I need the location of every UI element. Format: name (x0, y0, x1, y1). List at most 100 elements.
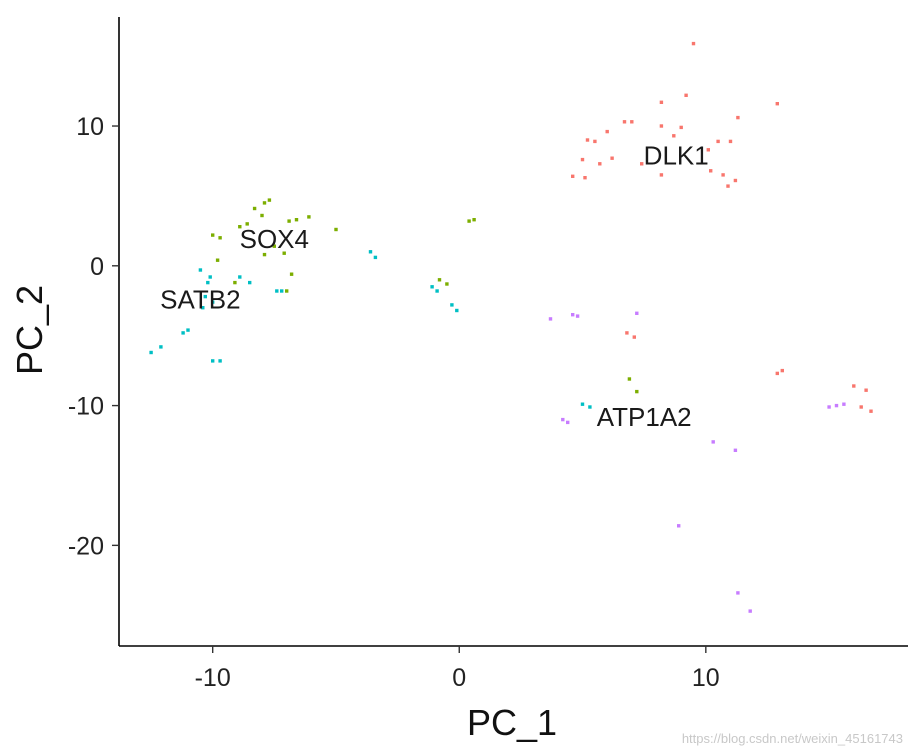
data-point-s2-25 (635, 389, 639, 394)
data-point-s2-16 (262, 252, 267, 257)
data-point-s1-31 (780, 368, 784, 373)
data-point-s2-14 (218, 236, 222, 240)
x-tick-label: 10 (692, 664, 720, 692)
data-point-s1-19 (640, 162, 644, 166)
y-tick-label: 0 (90, 253, 104, 281)
data-point-s1-33 (864, 388, 868, 392)
axes-layer: -10 0 10 10 0 -10 -20 (68, 17, 908, 692)
data-point-s1-34 (859, 405, 863, 409)
data-point-s3-5 (238, 275, 242, 279)
data-point-s4-13 (834, 403, 839, 408)
data-point-s4-4 (635, 311, 639, 315)
data-point-s3-4 (208, 275, 212, 279)
data-point-s3-15 (450, 303, 454, 307)
data-point-s2-12 (472, 218, 476, 222)
data-point-s1-28 (625, 331, 629, 335)
data-point-s2-3 (252, 206, 257, 211)
data-point-s3-16 (455, 308, 459, 313)
data-point-s3-9 (280, 289, 284, 293)
data-point-s3-21 (211, 359, 215, 363)
data-point-s1-17 (580, 157, 585, 162)
data-point-s3-1 (368, 250, 373, 254)
y-axis-title: PC_2 (9, 285, 50, 375)
point-label-dlk1: DLK1 (644, 140, 709, 170)
data-point-s2-13 (211, 233, 215, 237)
data-point-s1-26 (733, 178, 738, 183)
data-point-s2-20 (437, 278, 442, 282)
data-point-s3-24 (588, 405, 592, 409)
data-point-s4-9 (677, 524, 681, 528)
data-point-s4-10 (736, 591, 740, 595)
data-point-s1-15 (728, 139, 733, 144)
data-point-s1-18 (598, 162, 602, 166)
data-point-s2-4 (260, 213, 264, 218)
data-point-s1-20 (610, 156, 614, 160)
data-point-s1-9 (736, 115, 740, 120)
data-point-s1-8 (679, 125, 683, 130)
data-point-s2-1 (267, 198, 272, 202)
data-point-s2-15 (272, 244, 276, 248)
data-point-s3-6 (248, 280, 252, 285)
data-point-s2-8 (245, 222, 249, 226)
data-point-s2-22 (233, 280, 237, 285)
data-point-s1-21 (709, 169, 713, 173)
data-point-s3-3 (198, 268, 203, 272)
data-point-s4-12 (827, 405, 831, 409)
data-point-s4-7 (711, 440, 715, 444)
data-point-s2-17 (282, 251, 286, 255)
data-point-s1-7 (659, 124, 664, 128)
data-point-s3-23 (580, 402, 585, 406)
data-point-s1-24 (659, 173, 664, 177)
data-point-s1-30 (775, 371, 779, 376)
y-tick-label: 10 (76, 113, 104, 141)
data-point-s1-27 (726, 184, 730, 188)
points-layer (149, 41, 873, 613)
data-point-s4-5 (561, 417, 565, 422)
point-label-sox4: SOX4 (240, 224, 309, 254)
data-point-s4-11 (748, 609, 752, 613)
data-point-s2-21 (445, 282, 449, 286)
data-point-s3-19 (159, 345, 163, 349)
data-point-s3-22 (218, 359, 222, 363)
data-point-s1-1 (691, 41, 696, 46)
data-point-s1-14 (716, 139, 720, 144)
data-point-s1-22 (571, 174, 575, 178)
data-point-s3-18 (181, 331, 185, 335)
data-point-s4-3 (575, 314, 580, 318)
data-point-s3-13 (211, 300, 215, 304)
data-point-s1-5 (622, 120, 627, 124)
data-point-s3-12 (203, 294, 207, 299)
data-point-s1-6 (630, 120, 634, 124)
data-point-s1-11 (672, 134, 676, 138)
data-point-s3-17 (186, 328, 190, 332)
y-tick-label: -20 (68, 532, 104, 560)
data-point-s3-14 (201, 306, 205, 310)
data-point-s1-32 (852, 384, 856, 388)
data-point-s2-6 (287, 219, 291, 223)
data-point-s2-7 (294, 218, 299, 222)
point-label-satb2: SATB2 (160, 284, 240, 314)
data-point-s1-4 (775, 102, 779, 106)
data-point-s2-9 (238, 225, 242, 229)
data-point-s2-5 (307, 215, 311, 219)
data-point-s1-2 (659, 100, 664, 104)
data-point-s1-12 (585, 138, 590, 142)
data-point-s1-13 (593, 139, 597, 144)
data-point-s1-16 (706, 148, 710, 152)
data-point-s4-1 (548, 317, 553, 321)
data-point-s4-6 (566, 420, 570, 425)
data-point-s2-11 (467, 219, 471, 223)
y-tick-label: -10 (68, 393, 104, 421)
data-point-s4-8 (733, 448, 738, 452)
data-point-s3-11 (435, 289, 439, 293)
data-point-s1-25 (721, 173, 725, 177)
watermark: https://blog.csdn.net/weixin_45161743 (681, 731, 903, 746)
data-point-s2-10 (334, 227, 338, 232)
data-point-s4-2 (571, 313, 575, 317)
data-point-s3-8 (275, 289, 279, 293)
data-point-s2-2 (262, 201, 267, 205)
data-point-s3-2 (373, 255, 378, 260)
data-point-s1-35 (869, 409, 873, 413)
